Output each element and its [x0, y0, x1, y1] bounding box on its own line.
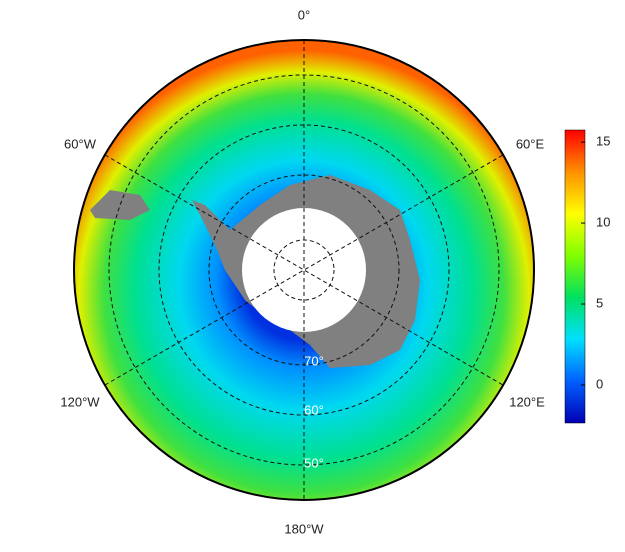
colorbar-tick-label: 15: [596, 134, 610, 149]
lon-label: 180°W: [284, 521, 324, 536]
south-america-tip: [90, 190, 150, 220]
map-border: [73, 39, 535, 501]
lat-label: 50°: [304, 455, 324, 470]
lon-label: 120°W: [60, 394, 100, 409]
colorbar-tick-label: 10: [596, 215, 610, 230]
lon-label: 0°: [298, 7, 310, 22]
lon-label: 120°E: [509, 394, 545, 409]
colorbar-tick-label: 5: [596, 295, 603, 310]
colorbar: [564, 129, 586, 424]
graticule: [104, 40, 504, 500]
pole-hole: [242, 208, 366, 332]
lon-label: 60°E: [516, 136, 545, 151]
lat-label: 60°: [304, 402, 324, 417]
lon-label: 60°W: [64, 136, 97, 151]
lat-label: 70°: [304, 353, 324, 368]
colorbar-tick-label: 0: [596, 376, 603, 391]
